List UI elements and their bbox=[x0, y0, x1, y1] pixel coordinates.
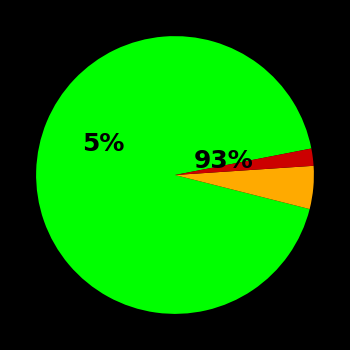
Wedge shape bbox=[175, 166, 314, 209]
Text: 5%: 5% bbox=[82, 132, 124, 156]
Wedge shape bbox=[175, 148, 314, 175]
Text: 93%: 93% bbox=[194, 149, 253, 173]
Wedge shape bbox=[36, 36, 312, 314]
